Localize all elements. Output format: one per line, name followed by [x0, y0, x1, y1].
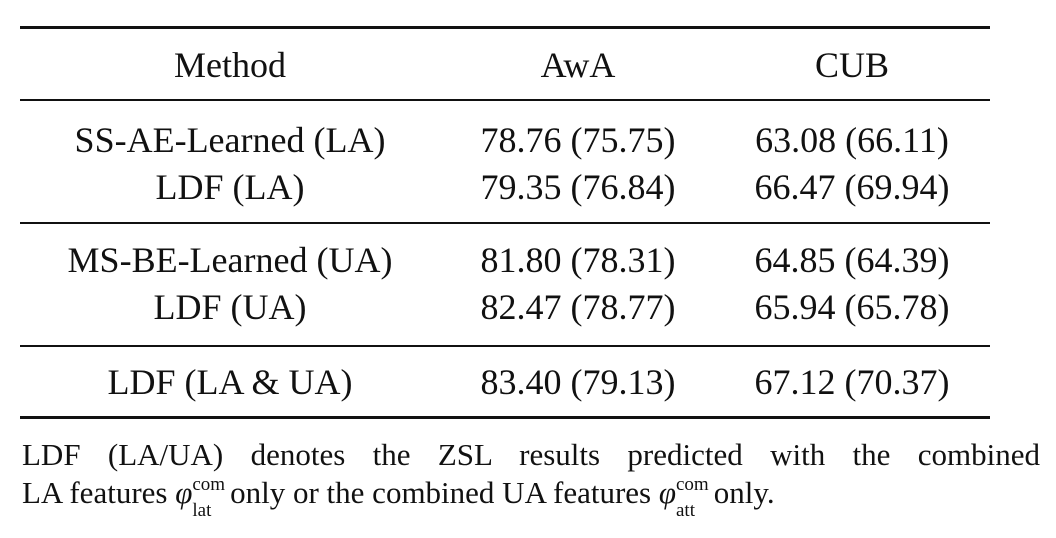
subscript: att	[676, 500, 695, 521]
caption-line: LA features φ com lat only or the combined…	[22, 474, 775, 521]
superscript: com	[676, 474, 709, 495]
value-cell: 63.08 (66.11)	[755, 120, 949, 160]
header-cell: AwA	[540, 45, 616, 85]
table-rule	[20, 222, 990, 224]
method-cell: LDF (UA)	[153, 287, 307, 327]
value-cell: 83.40 (79.13)	[480, 362, 676, 402]
table-rule	[20, 416, 990, 419]
method-cell: LDF (LA & UA)	[107, 362, 353, 402]
value-cell: 82.47 (78.77)	[480, 287, 676, 327]
header-cell: Method	[174, 45, 286, 85]
caption-text: LA features	[22, 475, 176, 510]
value-cell: 67.12 (70.37)	[754, 362, 950, 402]
subscript: lat	[192, 500, 212, 521]
value-cell: 66.47 (69.94)	[754, 167, 950, 207]
method-cell: LDF (LA)	[155, 167, 305, 207]
caption-line: LDF (LA/UA) denotes the ZSL results pred…	[22, 437, 1040, 473]
symbol: φ	[658, 475, 676, 510]
caption-text: only or the combined UA features	[222, 475, 659, 510]
table-rule	[20, 26, 990, 29]
value-cell: 78.76 (75.75)	[480, 120, 676, 160]
caption-text: only.	[706, 475, 775, 510]
table-rule	[20, 345, 990, 347]
value-cell: 79.35 (76.84)	[480, 167, 676, 207]
math-symbol: φ com lat	[175, 474, 225, 521]
math-symbol: φ com att	[658, 474, 709, 521]
superscript: com	[192, 474, 226, 495]
value-cell: 65.94 (65.78)	[754, 287, 950, 327]
table-rule	[20, 99, 990, 101]
symbol: φ	[175, 475, 193, 510]
value-cell: 81.80 (78.31)	[480, 240, 676, 280]
header-cell: CUB	[814, 45, 890, 85]
value-cell: 64.85 (64.39)	[754, 240, 950, 280]
method-cell: MS-BE-Learned (UA)	[67, 240, 393, 280]
caption-text: LDF (LA/UA) denotes the ZSL results pred…	[22, 437, 1040, 472]
method-cell: SS-AE-Learned (LA)	[74, 120, 386, 160]
